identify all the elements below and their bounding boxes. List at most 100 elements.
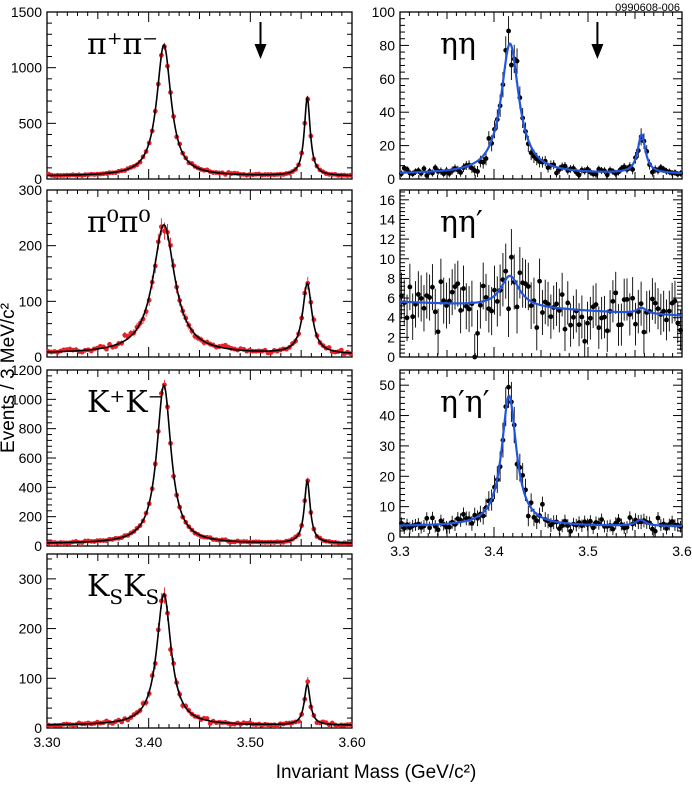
panel-label: π⁺π⁻ <box>87 27 158 62</box>
data-point <box>421 285 427 332</box>
y-tick-label: 80 <box>379 37 395 53</box>
fit-curve <box>399 394 682 528</box>
fit-curve <box>46 223 353 354</box>
data-point <box>618 303 624 346</box>
y-tick-label: 300 <box>19 182 43 198</box>
data-point <box>593 283 599 326</box>
data-point <box>652 525 658 537</box>
y-tick-label: 300 <box>19 571 43 587</box>
data-point <box>458 168 464 177</box>
y-tick-label: 20 <box>379 138 395 154</box>
data-point <box>568 303 574 347</box>
data-point <box>438 258 444 305</box>
y-tick-label: 0 <box>34 538 42 554</box>
panel-5: 0 20 40 60 80 100 ηη <box>372 4 683 187</box>
arrow-marker <box>254 22 267 59</box>
x-tick-label: 3.60 <box>338 734 365 750</box>
y-tick-label: 0 <box>387 529 395 545</box>
y-tick-label: 800 <box>19 421 43 437</box>
y-tick-label: 12 <box>379 231 395 247</box>
y-tick-label: 0 <box>34 720 42 736</box>
panel-label: ηη′ <box>440 205 483 240</box>
data-point <box>661 290 667 332</box>
x-tick-label: 3.4 <box>484 543 504 559</box>
data-point <box>461 507 466 522</box>
data-point <box>475 310 480 357</box>
fit-curve <box>46 384 353 544</box>
x-axis-label: Invariant Mass (GeV/c²) <box>276 762 477 783</box>
data-point <box>669 282 675 324</box>
y-tick-label: 1000 <box>11 60 42 76</box>
data-point <box>424 172 430 179</box>
y-tick-label: 8 <box>387 270 395 286</box>
data-point <box>503 243 509 299</box>
y-tick-label: 0 <box>34 349 42 365</box>
panel-label: K⁺K⁻ <box>87 385 164 420</box>
fit-curve <box>46 43 353 177</box>
y-tick-label: 600 <box>19 450 43 466</box>
data-point <box>576 171 582 179</box>
data-point <box>441 277 447 324</box>
data-point <box>678 310 683 351</box>
data-point <box>506 370 511 408</box>
y-tick-label: 100 <box>372 4 396 20</box>
y-tick-label: 40 <box>379 408 395 424</box>
y-tick-label: 0 <box>387 349 395 365</box>
y-tick-label: 400 <box>19 479 43 495</box>
data-point <box>514 280 520 334</box>
data-point <box>435 523 441 536</box>
y-tick-label: 14 <box>379 211 395 227</box>
data-point <box>418 275 424 322</box>
data-point <box>399 272 404 320</box>
y-tick-label: 100 <box>19 670 43 686</box>
data-point <box>424 512 430 525</box>
data-point <box>568 524 574 537</box>
data-point <box>571 295 576 339</box>
data-point <box>604 309 610 352</box>
data-point <box>641 310 647 354</box>
y-tick-label: 20 <box>379 468 395 484</box>
data-point <box>585 301 590 345</box>
y-tick-label: 1200 <box>11 362 42 378</box>
data-point <box>596 306 602 349</box>
y-tick-label: 30 <box>379 438 395 454</box>
data-point <box>664 522 669 535</box>
data-point <box>537 258 542 304</box>
y-tick-label: 6 <box>387 290 395 306</box>
data-point <box>675 302 681 344</box>
data-point <box>430 511 435 525</box>
data-point <box>610 280 616 323</box>
y-tick-label: 10 <box>379 251 395 267</box>
y-tick-label: 200 <box>19 621 43 637</box>
data-point <box>514 48 520 74</box>
data-point <box>554 281 559 326</box>
data-point <box>540 290 545 336</box>
panel-label: η′η′ <box>440 385 490 420</box>
data-point <box>477 282 483 329</box>
data-point <box>494 276 500 327</box>
data-point <box>486 284 492 333</box>
data-point <box>444 282 449 329</box>
panel-label: KSKS <box>87 569 159 609</box>
data-point <box>489 286 495 336</box>
data-point <box>458 287 464 334</box>
y-tick-label: 0 <box>34 171 42 187</box>
data-point <box>562 307 568 351</box>
x-tick-label: 3.40 <box>135 734 162 750</box>
fit-curve <box>399 42 683 175</box>
data-point <box>410 293 416 340</box>
data-point <box>427 521 433 534</box>
x-tick-label: 3.3 <box>390 543 410 559</box>
y-tick-label: 0 <box>387 171 395 187</box>
data-point <box>627 293 633 336</box>
data-point <box>506 280 511 337</box>
data-point <box>432 288 438 335</box>
data-point <box>492 265 497 315</box>
y-tick-label: 200 <box>19 238 43 254</box>
y-tick-label: 16 <box>379 192 395 208</box>
data-point <box>635 289 641 334</box>
data-point <box>523 259 528 308</box>
data-point <box>401 522 407 535</box>
y-tick-label: 60 <box>379 71 395 87</box>
data-point <box>582 319 588 357</box>
